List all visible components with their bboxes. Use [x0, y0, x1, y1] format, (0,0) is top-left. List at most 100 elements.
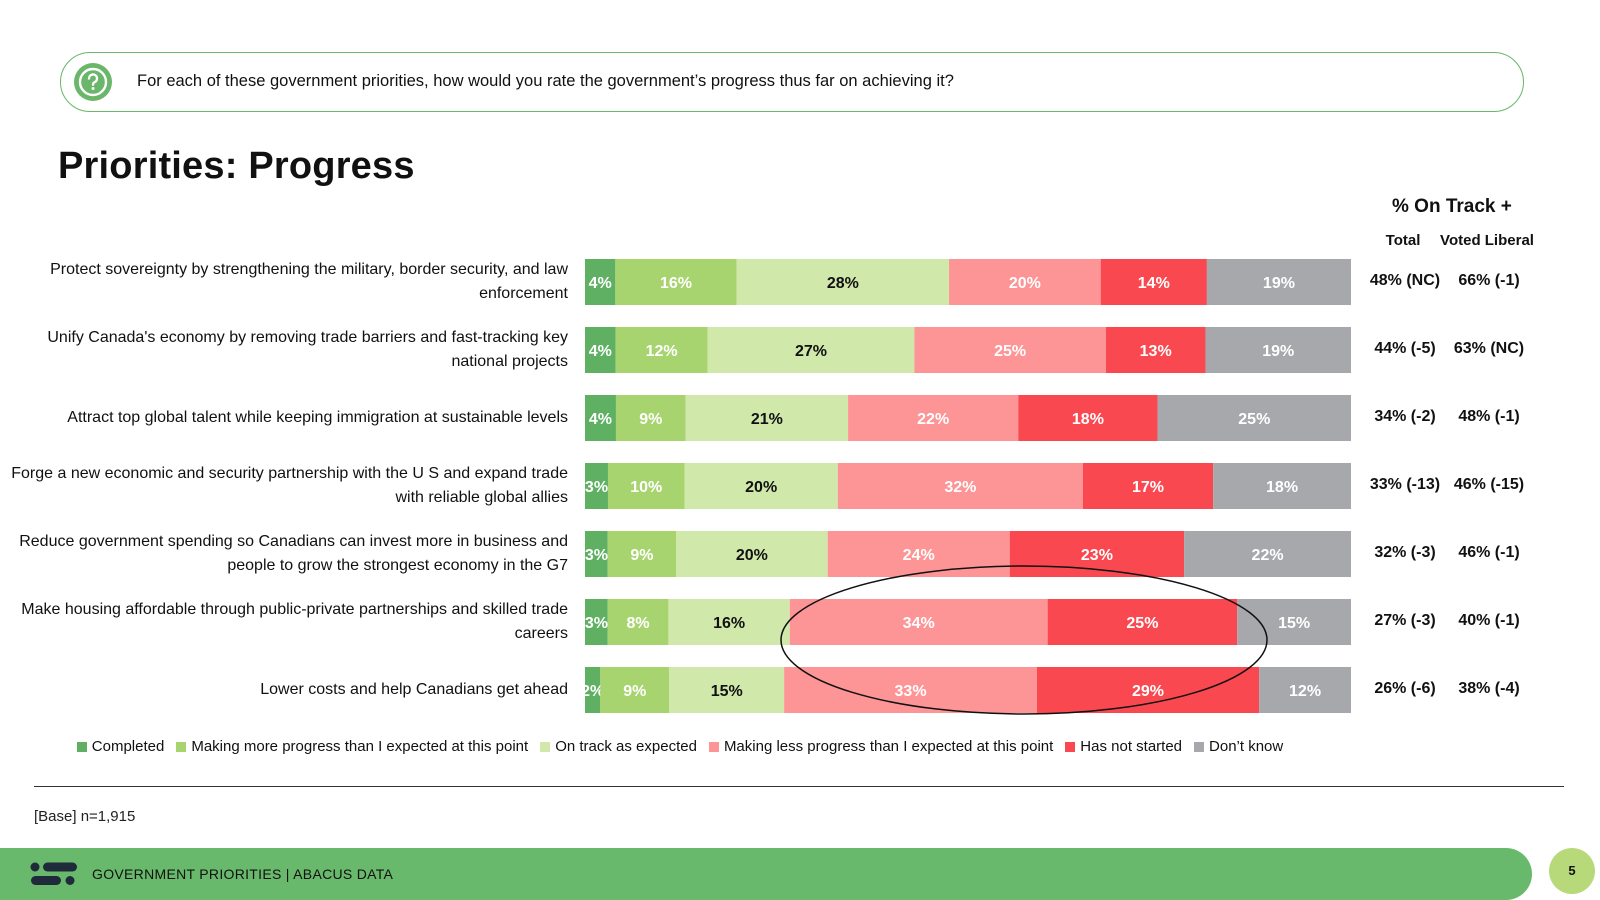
category-label: Reduce government spending so Canadians …	[19, 533, 568, 574]
bar-segment	[607, 531, 677, 577]
data-label: 15%	[711, 683, 743, 700]
data-label: 13%	[1140, 343, 1172, 360]
on-track-total-value: 26% (-6)	[1374, 680, 1436, 697]
footer-text: GOVERNMENT PRIORITIES | ABACUS DATA	[92, 866, 394, 882]
bar-segment	[668, 599, 790, 645]
legend-label: Has not started	[1080, 738, 1183, 755]
data-label: 9%	[630, 547, 653, 564]
category-label: Attract top global talent while keeping …	[67, 409, 568, 426]
on-track-total-value: 33% (-13)	[1369, 476, 1441, 493]
data-label: 4%	[589, 343, 612, 360]
legend-label: Completed	[91, 738, 165, 755]
data-label: 22%	[1252, 547, 1284, 564]
on-track-liberal-value: 46% (-1)	[1458, 544, 1520, 561]
data-label: 18%	[1072, 411, 1104, 428]
bar-segment	[585, 327, 616, 373]
data-label: 10%	[630, 479, 662, 496]
data-label: 20%	[745, 479, 777, 496]
data-label: 34%	[903, 615, 935, 632]
data-label: 16%	[713, 615, 745, 632]
bar-segment	[914, 327, 1106, 373]
legend-swatch	[76, 741, 87, 752]
bar-segment	[669, 667, 785, 713]
divider	[34, 786, 1564, 787]
data-label: 27%	[795, 343, 827, 360]
bar-segment	[837, 463, 1083, 509]
bar-segment	[1105, 327, 1206, 373]
bar-segment	[1100, 259, 1207, 305]
category-label: Make housing affordable through public-p…	[21, 601, 568, 642]
category-label: Unify Canada's economy by removing trade…	[47, 329, 568, 370]
legend-item: Has not started	[1065, 738, 1182, 755]
on-track-liberal-value: 38% (-4)	[1458, 680, 1520, 697]
bar-segment	[585, 667, 601, 713]
page-number: 5	[1549, 848, 1595, 894]
bar-segment	[789, 599, 1048, 645]
bar-segment	[684, 463, 838, 509]
bar-segment	[607, 599, 669, 645]
legend-item: Completed	[76, 738, 165, 755]
legend-item: On track as expected	[540, 738, 697, 755]
bar-segment	[585, 463, 608, 509]
bar-segment	[1259, 667, 1351, 713]
data-label: 25%	[994, 343, 1026, 360]
bar-segment	[1082, 463, 1214, 509]
on-track-total-value: 44% (-5)	[1374, 340, 1436, 357]
bar-segment	[676, 531, 828, 577]
on-track-header: % On Track +	[1392, 196, 1512, 217]
bar-segment	[607, 463, 685, 509]
data-label: 21%	[751, 411, 783, 428]
bar-segment	[827, 531, 1010, 577]
data-label: 24%	[903, 547, 935, 564]
on-track-total-value: 27% (-3)	[1374, 612, 1436, 629]
legend-label: Don’t know	[1209, 738, 1284, 755]
data-label: 22%	[917, 411, 949, 428]
data-label: 19%	[1263, 275, 1295, 292]
col-header-total: Total	[1385, 232, 1421, 249]
data-label: 3%	[585, 547, 608, 564]
legend-swatch	[1065, 741, 1076, 752]
bar-segment	[707, 327, 915, 373]
bar-segment	[949, 259, 1101, 305]
on-track-total-value: 34% (-2)	[1374, 408, 1436, 425]
data-label: 9%	[639, 411, 662, 428]
bar-segment	[1205, 327, 1351, 373]
category-label: Lower costs and help Canadians get ahead	[260, 681, 568, 698]
data-label: 25%	[1126, 615, 1158, 632]
bar-segment	[1184, 531, 1351, 577]
page-title: Priorities: Progress	[58, 145, 415, 187]
on-track-liberal-value: 66% (-1)	[1458, 272, 1520, 289]
bar-segment	[1237, 599, 1351, 645]
data-label: 12%	[1289, 683, 1321, 700]
bar-segment	[585, 599, 608, 645]
bar-segment	[615, 259, 737, 305]
data-label: 33%	[895, 683, 927, 700]
base-note: [Base] n=1,915	[34, 808, 136, 825]
bar-segment	[1206, 259, 1351, 305]
bar-segment	[736, 259, 950, 305]
on-track-liberal-value: 40% (-1)	[1458, 612, 1520, 629]
data-label: 20%	[736, 547, 768, 564]
data-label: 3%	[585, 479, 608, 496]
legend-label: Making more progress than I expected at …	[191, 738, 529, 755]
category-label: Forge a new economic and security partne…	[11, 465, 568, 506]
on-track-liberal-value: 63% (NC)	[1453, 340, 1525, 357]
data-label: 20%	[1009, 275, 1041, 292]
data-label: 4%	[589, 411, 612, 428]
data-label: 9%	[623, 683, 646, 700]
category-label: Protect sovereignty by strengthening the…	[50, 261, 568, 302]
data-label: 29%	[1132, 683, 1164, 700]
data-label: 3%	[585, 615, 608, 632]
bar-segment	[848, 395, 1019, 441]
data-label: 2%	[581, 683, 604, 700]
data-label: 4%	[589, 275, 612, 292]
bar-segment	[1036, 667, 1260, 713]
data-label: 19%	[1262, 343, 1294, 360]
data-label: 17%	[1132, 479, 1164, 496]
bar-segment	[615, 327, 708, 373]
bar-segment	[585, 259, 616, 305]
legend-swatch	[708, 741, 719, 752]
data-label: 16%	[660, 275, 692, 292]
question-text: For each of these government priorities,…	[137, 72, 954, 90]
